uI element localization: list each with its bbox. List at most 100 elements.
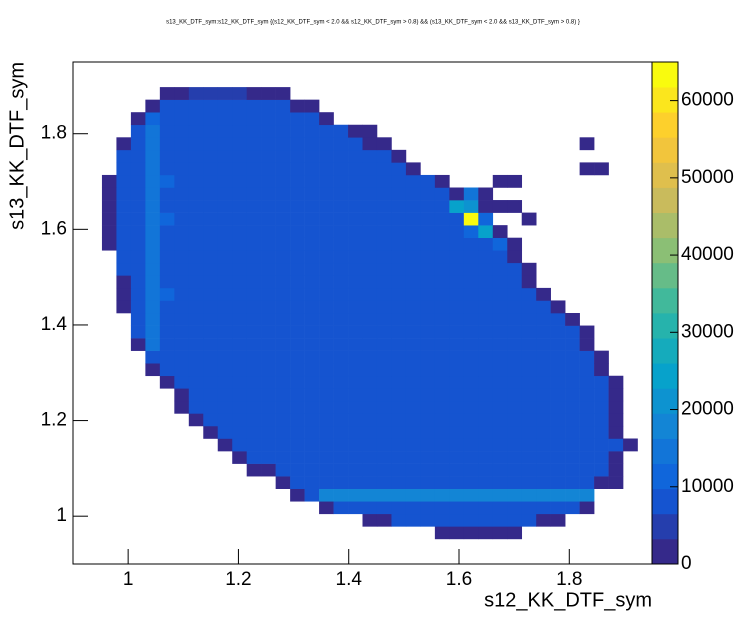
cell xyxy=(319,451,334,464)
cell xyxy=(203,149,219,163)
cell xyxy=(217,200,233,213)
cell xyxy=(217,325,233,339)
cell xyxy=(246,262,262,276)
cell xyxy=(290,99,305,113)
cell xyxy=(304,124,320,138)
cell xyxy=(246,200,262,213)
cell xyxy=(348,212,363,226)
cell xyxy=(333,375,349,389)
cell xyxy=(333,187,349,201)
cell xyxy=(391,225,407,238)
cell xyxy=(507,275,523,289)
cell xyxy=(304,425,320,439)
cell xyxy=(290,287,305,301)
cell xyxy=(319,400,334,414)
cell xyxy=(333,413,349,427)
cell xyxy=(304,212,320,226)
cell xyxy=(217,237,233,251)
cell xyxy=(405,501,421,515)
cell xyxy=(449,438,465,452)
cell xyxy=(130,112,146,126)
cell xyxy=(232,338,247,351)
cell xyxy=(217,400,233,414)
cell xyxy=(521,425,537,439)
cell xyxy=(188,87,204,100)
cell xyxy=(261,187,276,201)
cell xyxy=(203,400,219,414)
cell xyxy=(420,225,436,238)
cell xyxy=(507,174,523,188)
color-bar-band xyxy=(652,62,678,88)
cell xyxy=(304,112,320,126)
cell xyxy=(391,463,407,477)
cell xyxy=(101,187,117,201)
cell xyxy=(434,375,450,389)
cell xyxy=(391,212,407,226)
cell xyxy=(290,350,305,364)
cell xyxy=(174,250,190,264)
cell xyxy=(246,137,262,151)
cell xyxy=(203,250,219,264)
cell xyxy=(521,287,537,301)
cell xyxy=(507,237,523,251)
cell xyxy=(304,250,320,264)
cell xyxy=(348,275,363,289)
cell xyxy=(261,275,276,289)
cell xyxy=(579,463,595,477)
cell xyxy=(203,262,219,276)
cell xyxy=(159,300,175,314)
cell xyxy=(174,200,190,213)
cell xyxy=(405,425,421,439)
cell xyxy=(232,363,247,377)
cell xyxy=(333,451,349,464)
cell xyxy=(348,287,363,301)
cell xyxy=(362,262,378,276)
cell xyxy=(507,388,523,402)
cell xyxy=(391,250,407,264)
cell xyxy=(232,87,247,100)
cell xyxy=(232,162,247,176)
cell xyxy=(188,400,204,414)
cell xyxy=(362,124,378,138)
cell xyxy=(550,413,566,427)
cell xyxy=(376,262,392,276)
cell xyxy=(434,400,450,414)
cell xyxy=(507,463,523,477)
cell xyxy=(478,325,494,339)
cell xyxy=(391,187,407,201)
cell xyxy=(362,513,378,527)
cell xyxy=(217,375,233,389)
cell xyxy=(565,375,580,389)
cell xyxy=(376,388,392,402)
cell xyxy=(463,325,479,339)
cell xyxy=(420,388,436,402)
cell xyxy=(130,225,146,238)
cell xyxy=(290,313,305,326)
cell xyxy=(521,388,537,402)
cell xyxy=(188,275,204,289)
color-bar-band xyxy=(652,313,678,339)
cell xyxy=(449,287,465,301)
cell xyxy=(521,463,537,477)
cell xyxy=(217,275,233,289)
cell xyxy=(362,275,378,289)
cell xyxy=(130,275,146,289)
cell xyxy=(449,225,465,238)
cell xyxy=(521,275,537,289)
cell xyxy=(348,187,363,201)
color-bar-band xyxy=(652,438,678,464)
cell xyxy=(594,425,609,439)
cell xyxy=(405,363,421,377)
cell xyxy=(492,513,508,527)
cell xyxy=(261,375,276,389)
cell xyxy=(348,388,363,402)
cell xyxy=(261,87,276,100)
cell xyxy=(478,187,494,201)
cell xyxy=(405,438,421,452)
cell xyxy=(521,350,537,364)
cell xyxy=(434,501,450,515)
cell xyxy=(405,225,421,238)
cell xyxy=(261,149,276,163)
cell xyxy=(261,325,276,339)
cell xyxy=(521,413,537,427)
